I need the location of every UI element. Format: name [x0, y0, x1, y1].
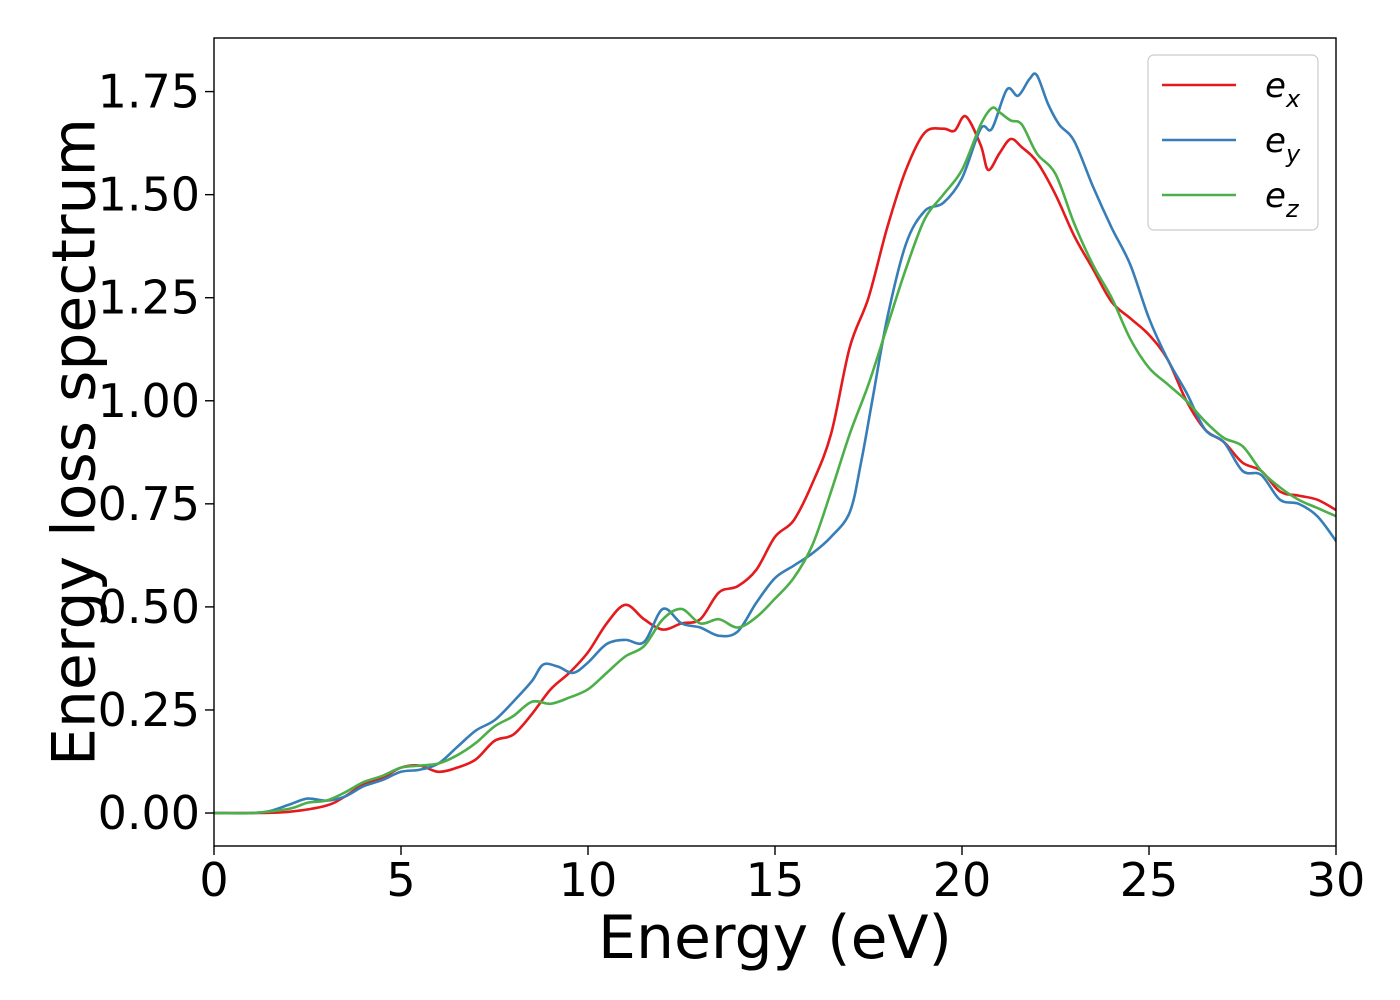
x-axis-title: Energy (eV) — [598, 903, 952, 973]
series-line-z — [214, 106, 1336, 815]
legend-box — [1147, 54, 1319, 231]
legend-subscript-y: y — [1285, 140, 1301, 168]
x-tick-label: 0 — [199, 853, 228, 907]
series-line-y — [214, 72, 1336, 815]
series-line-x — [214, 114, 1336, 815]
y-tick-label: 0.50 — [98, 580, 200, 634]
x-tick-label: 15 — [746, 853, 805, 907]
x-tick-label: 30 — [1307, 853, 1366, 907]
y-tick-label: 1.75 — [98, 65, 200, 119]
x-tick-label: 20 — [933, 853, 992, 907]
legend-label-z: e — [1265, 176, 1286, 216]
legend-subscript-z: z — [1285, 195, 1300, 223]
x-tick-label: 25 — [1120, 853, 1179, 907]
legend-label-y: e — [1265, 121, 1286, 161]
plot-series — [214, 72, 1336, 815]
legend-label-x: e — [1265, 66, 1286, 106]
y-axis-ticks: 0.00 0.25 0.50 0.75 1.00 1.25 1.50 1.75 — [98, 65, 214, 840]
y-tick-label: 1.00 — [98, 374, 200, 428]
plot-frame — [213, 37, 1337, 847]
legend-entries: e xe ye z — [1162, 66, 1301, 223]
legend: e xe ye z — [1147, 54, 1319, 231]
x-axis-ticks: 0 5 10 15 20 25 30 — [199, 846, 1365, 907]
legend-subscript-x: x — [1285, 85, 1301, 113]
y-tick-label: 0.75 — [98, 477, 200, 531]
x-tick-label: 5 — [386, 853, 415, 907]
x-tick-label: 10 — [559, 853, 618, 907]
y-axis-title: Energy loss spectrum — [40, 118, 110, 766]
y-tick-label: 0.00 — [98, 786, 200, 840]
y-tick-label: 1.25 — [98, 271, 200, 325]
y-tick-label: 1.50 — [98, 168, 200, 222]
y-tick-label: 0.25 — [98, 683, 200, 737]
